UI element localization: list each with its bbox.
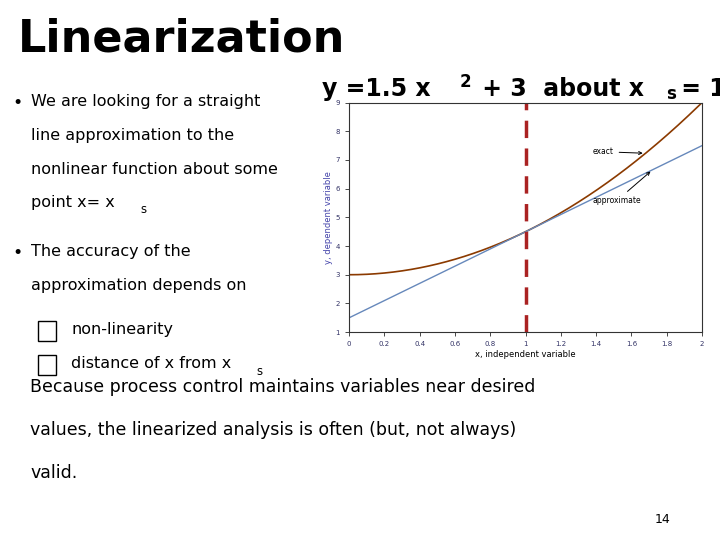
- Text: distance of x from x: distance of x from x: [71, 356, 232, 371]
- X-axis label: x, independent variable: x, independent variable: [475, 350, 576, 359]
- Text: = 1: = 1: [672, 77, 720, 101]
- Text: 14: 14: [654, 513, 670, 526]
- Text: values, the linearized analysis is often (but, not always): values, the linearized analysis is often…: [30, 421, 517, 439]
- Text: Linearization: Linearization: [18, 17, 346, 60]
- Text: •: •: [12, 94, 22, 112]
- Text: •: •: [12, 245, 22, 262]
- Text: approximate: approximate: [593, 172, 649, 205]
- Text: The accuracy of the: The accuracy of the: [31, 245, 191, 259]
- Text: + 3  about x: + 3 about x: [474, 77, 644, 101]
- Text: s: s: [666, 85, 675, 103]
- Text: approximation depends on: approximation depends on: [31, 278, 246, 293]
- Text: valid.: valid.: [30, 464, 78, 482]
- Text: nonlinear function about some: nonlinear function about some: [31, 161, 278, 177]
- Bar: [37, 355, 56, 375]
- Text: Because process control maintains variables near desired: Because process control maintains variab…: [30, 379, 536, 396]
- Text: s: s: [256, 365, 262, 378]
- Text: y =1.5 x: y =1.5 x: [322, 77, 431, 101]
- Text: exact: exact: [593, 147, 642, 156]
- Text: non-linearity: non-linearity: [71, 322, 174, 338]
- Text: s: s: [141, 203, 147, 216]
- Text: 2: 2: [459, 73, 471, 91]
- Text: We are looking for a straight: We are looking for a straight: [31, 94, 260, 109]
- Y-axis label: y, dependent variable: y, dependent variable: [324, 171, 333, 264]
- Bar: [37, 321, 56, 341]
- Text: line approximation to the: line approximation to the: [31, 127, 234, 143]
- Text: point x= x: point x= x: [31, 195, 114, 211]
